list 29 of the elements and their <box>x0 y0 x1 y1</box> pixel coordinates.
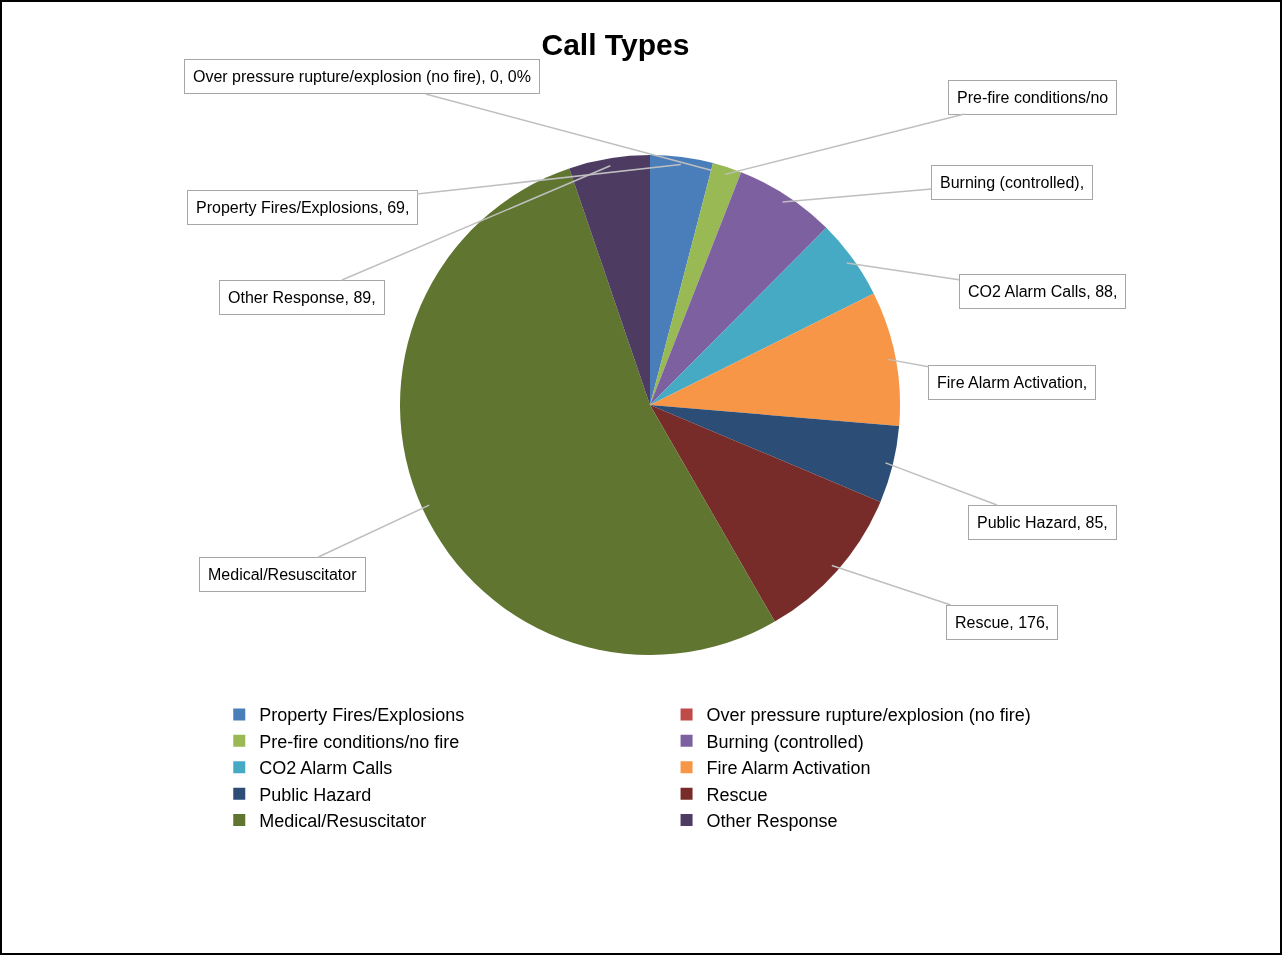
pie-slice <box>650 227 874 405</box>
legend-label: Other Response <box>706 811 838 832</box>
pie-slice <box>650 155 714 405</box>
legend-label: Property Fires/Explosions <box>259 705 465 726</box>
pie-slice <box>569 155 650 405</box>
pie-slice <box>650 163 742 405</box>
pie-slice <box>650 172 827 405</box>
chart-title: Call Types <box>541 28 690 62</box>
pie-slice <box>650 405 881 622</box>
data-label: Property Fires/Explosions, 69, <box>196 199 410 216</box>
data-label: Pre-fire conditions/no <box>957 89 1109 106</box>
legend-label: Medical/Resuscitator <box>259 811 427 832</box>
legend-label: CO2 Alarm Calls <box>259 758 393 779</box>
pie-slice <box>650 293 900 426</box>
legend-label: Burning (controlled) <box>706 731 864 752</box>
text: Over pressure rupture/explosion (no fire), 0, 0% <box>193 68 531 85</box>
data-label: Burning (controlled), <box>940 174 1085 191</box>
data-label: CO2 Alarm Calls, 88, <box>968 283 1118 300</box>
legend-label: Fire Alarm Activation <box>706 758 871 779</box>
data-label: Public Hazard, 85, <box>977 514 1108 531</box>
legend-label: Public Hazard <box>259 784 372 805</box>
data-label: Fire Alarm Activation, <box>937 374 1088 391</box>
data-label: Medical/Resuscitator <box>208 566 358 583</box>
legend-label: Rescue <box>706 784 768 805</box>
legend-label: Pre-fire conditions/no fire <box>259 731 460 752</box>
pie-slice <box>650 405 900 502</box>
legend-label: Over pressure rupture/explosion (no fire) <box>706 705 1031 726</box>
data-label: Other Response, 89, <box>228 289 376 306</box>
data-label: Rescue, 176, <box>955 614 1050 631</box>
